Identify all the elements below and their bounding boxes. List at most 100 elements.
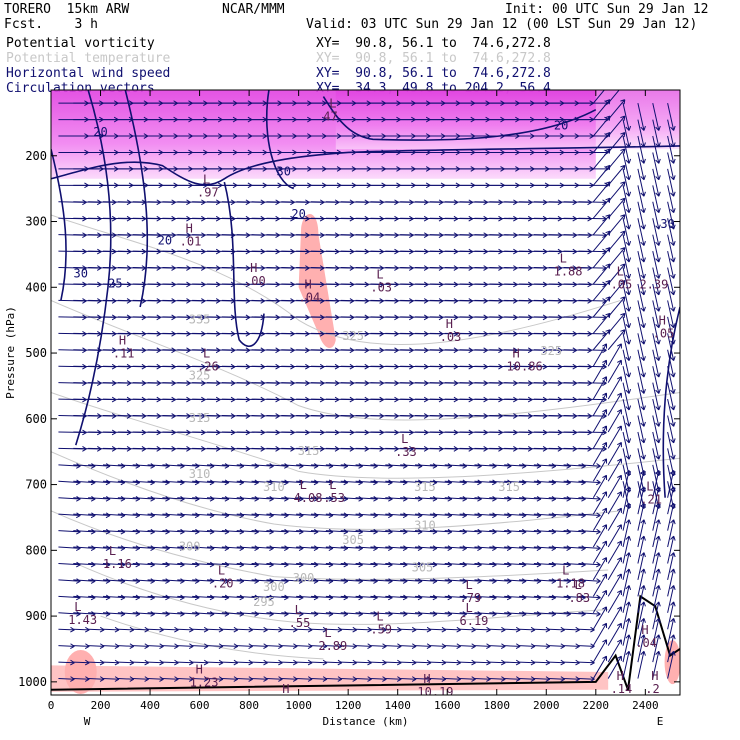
y-tick-label: 1000	[18, 675, 47, 689]
circulation-vector	[607, 247, 626, 268]
circulation-vector	[578, 643, 595, 649]
circulation-vector	[578, 248, 607, 255]
circulation-vector	[592, 606, 608, 630]
circulation-vector	[489, 626, 506, 633]
y-tick-label: 800	[25, 543, 47, 557]
circulation-vector	[311, 659, 328, 666]
circulation-vector	[637, 349, 646, 378]
speed-label: 20	[554, 118, 568, 132]
circulation-vector	[578, 545, 601, 551]
model-name: TORERO 15km ARW	[4, 2, 130, 17]
circulation-vector	[667, 486, 676, 515]
extremum-kind: H	[186, 222, 193, 236]
circulation-vector	[504, 626, 521, 633]
circulation-vector	[622, 333, 632, 361]
theta-label: 315	[498, 480, 520, 494]
circulation-vector	[652, 552, 661, 581]
circulation-vector	[652, 201, 661, 230]
circulation-vector	[652, 251, 661, 279]
circulation-vector	[667, 300, 676, 329]
extremum-kind: L	[376, 610, 383, 624]
circulation-vector	[58, 578, 81, 584]
circulation-vector	[607, 99, 626, 120]
theta-contour	[75, 563, 609, 625]
circulation-vector	[578, 463, 601, 469]
circulation-vector	[236, 659, 253, 666]
extremum-marker: H.2	[645, 669, 659, 696]
theta-contour	[51, 299, 680, 421]
x-tick-label: 200	[91, 699, 111, 712]
extremum-marker: L1.88	[554, 251, 583, 278]
theta-label: 310	[263, 480, 285, 494]
theta-label: 315	[189, 411, 211, 425]
extremum-kind: H	[446, 317, 453, 331]
circulation-vector	[117, 643, 135, 649]
circulation-vector	[607, 359, 622, 383]
circulation-vector	[637, 152, 646, 181]
circulation-vector	[578, 215, 607, 222]
circulation-vector	[622, 300, 632, 329]
circulation-vector	[592, 409, 608, 433]
circulation-vector	[58, 528, 81, 535]
circulation-vector	[652, 618, 661, 646]
extremum-value: .2	[645, 682, 659, 696]
extremum-marker: L.03	[370, 268, 392, 295]
extremum-marker: H.03	[440, 317, 462, 344]
speed-label: 30	[660, 217, 674, 231]
extremum-kind: H	[617, 669, 624, 683]
extremum-marker: L.55	[289, 603, 311, 630]
circulation-vector	[607, 148, 626, 170]
extremum-marker: L1.18	[556, 564, 585, 591]
circulation-vector	[667, 283, 676, 312]
extremum-marker: H10.19	[417, 672, 453, 695]
circulation-vector	[652, 316, 661, 345]
circulation-vector	[563, 626, 580, 633]
theta-label: 335	[189, 312, 211, 326]
circulation-vector	[607, 524, 622, 548]
extremum-marker: L.53	[323, 478, 345, 505]
speed-label: 30	[73, 266, 87, 280]
circulation-vector	[667, 415, 676, 444]
circulation-vector	[607, 181, 626, 203]
circulation-vector	[206, 626, 224, 633]
circulation-vector	[400, 626, 417, 633]
circulation-vector	[667, 135, 676, 164]
circulation-vector	[652, 634, 661, 663]
circulation-vector	[607, 312, 626, 334]
extremum-kind: L	[329, 478, 336, 492]
circulation-vector	[429, 643, 447, 649]
organization: NCAR/MMM	[222, 2, 285, 17]
circulation-vector	[637, 234, 646, 263]
circulation-vector	[592, 458, 608, 482]
circulation-vector	[652, 135, 661, 164]
circulation-vector	[637, 267, 646, 296]
circulation-vector	[667, 185, 676, 214]
circulation-vector	[415, 659, 432, 666]
circulation-vector	[652, 519, 661, 548]
east-label: E	[657, 715, 664, 728]
extremum-value: 1.16	[103, 557, 132, 571]
circulation-vector	[607, 263, 626, 285]
circulation-vector	[578, 626, 595, 633]
extremum-value: .04	[635, 636, 657, 650]
circulation-vector	[637, 382, 646, 411]
extremum-value: .11	[113, 346, 135, 360]
circulation-vector	[400, 643, 417, 649]
circulation-vector	[652, 267, 661, 296]
circulation-vector	[652, 470, 661, 498]
circulation-vector	[637, 103, 646, 131]
circulation-vector	[592, 132, 611, 153]
circulation-vector	[607, 655, 622, 679]
circulation-vector	[444, 626, 462, 633]
theta-label: 325	[189, 368, 211, 382]
circulation-vector	[459, 659, 476, 666]
x-tick-label: 1800	[483, 699, 510, 712]
circulation-vector	[622, 135, 632, 164]
extremum-marker: L1.16	[103, 544, 132, 571]
circulation-vector	[652, 119, 661, 148]
extremum-kind: L	[109, 544, 116, 558]
circulation-vector	[58, 545, 81, 551]
extremum-kind: L	[218, 564, 225, 578]
extremum-value: .79	[460, 591, 482, 605]
circulation-vector	[281, 643, 298, 649]
